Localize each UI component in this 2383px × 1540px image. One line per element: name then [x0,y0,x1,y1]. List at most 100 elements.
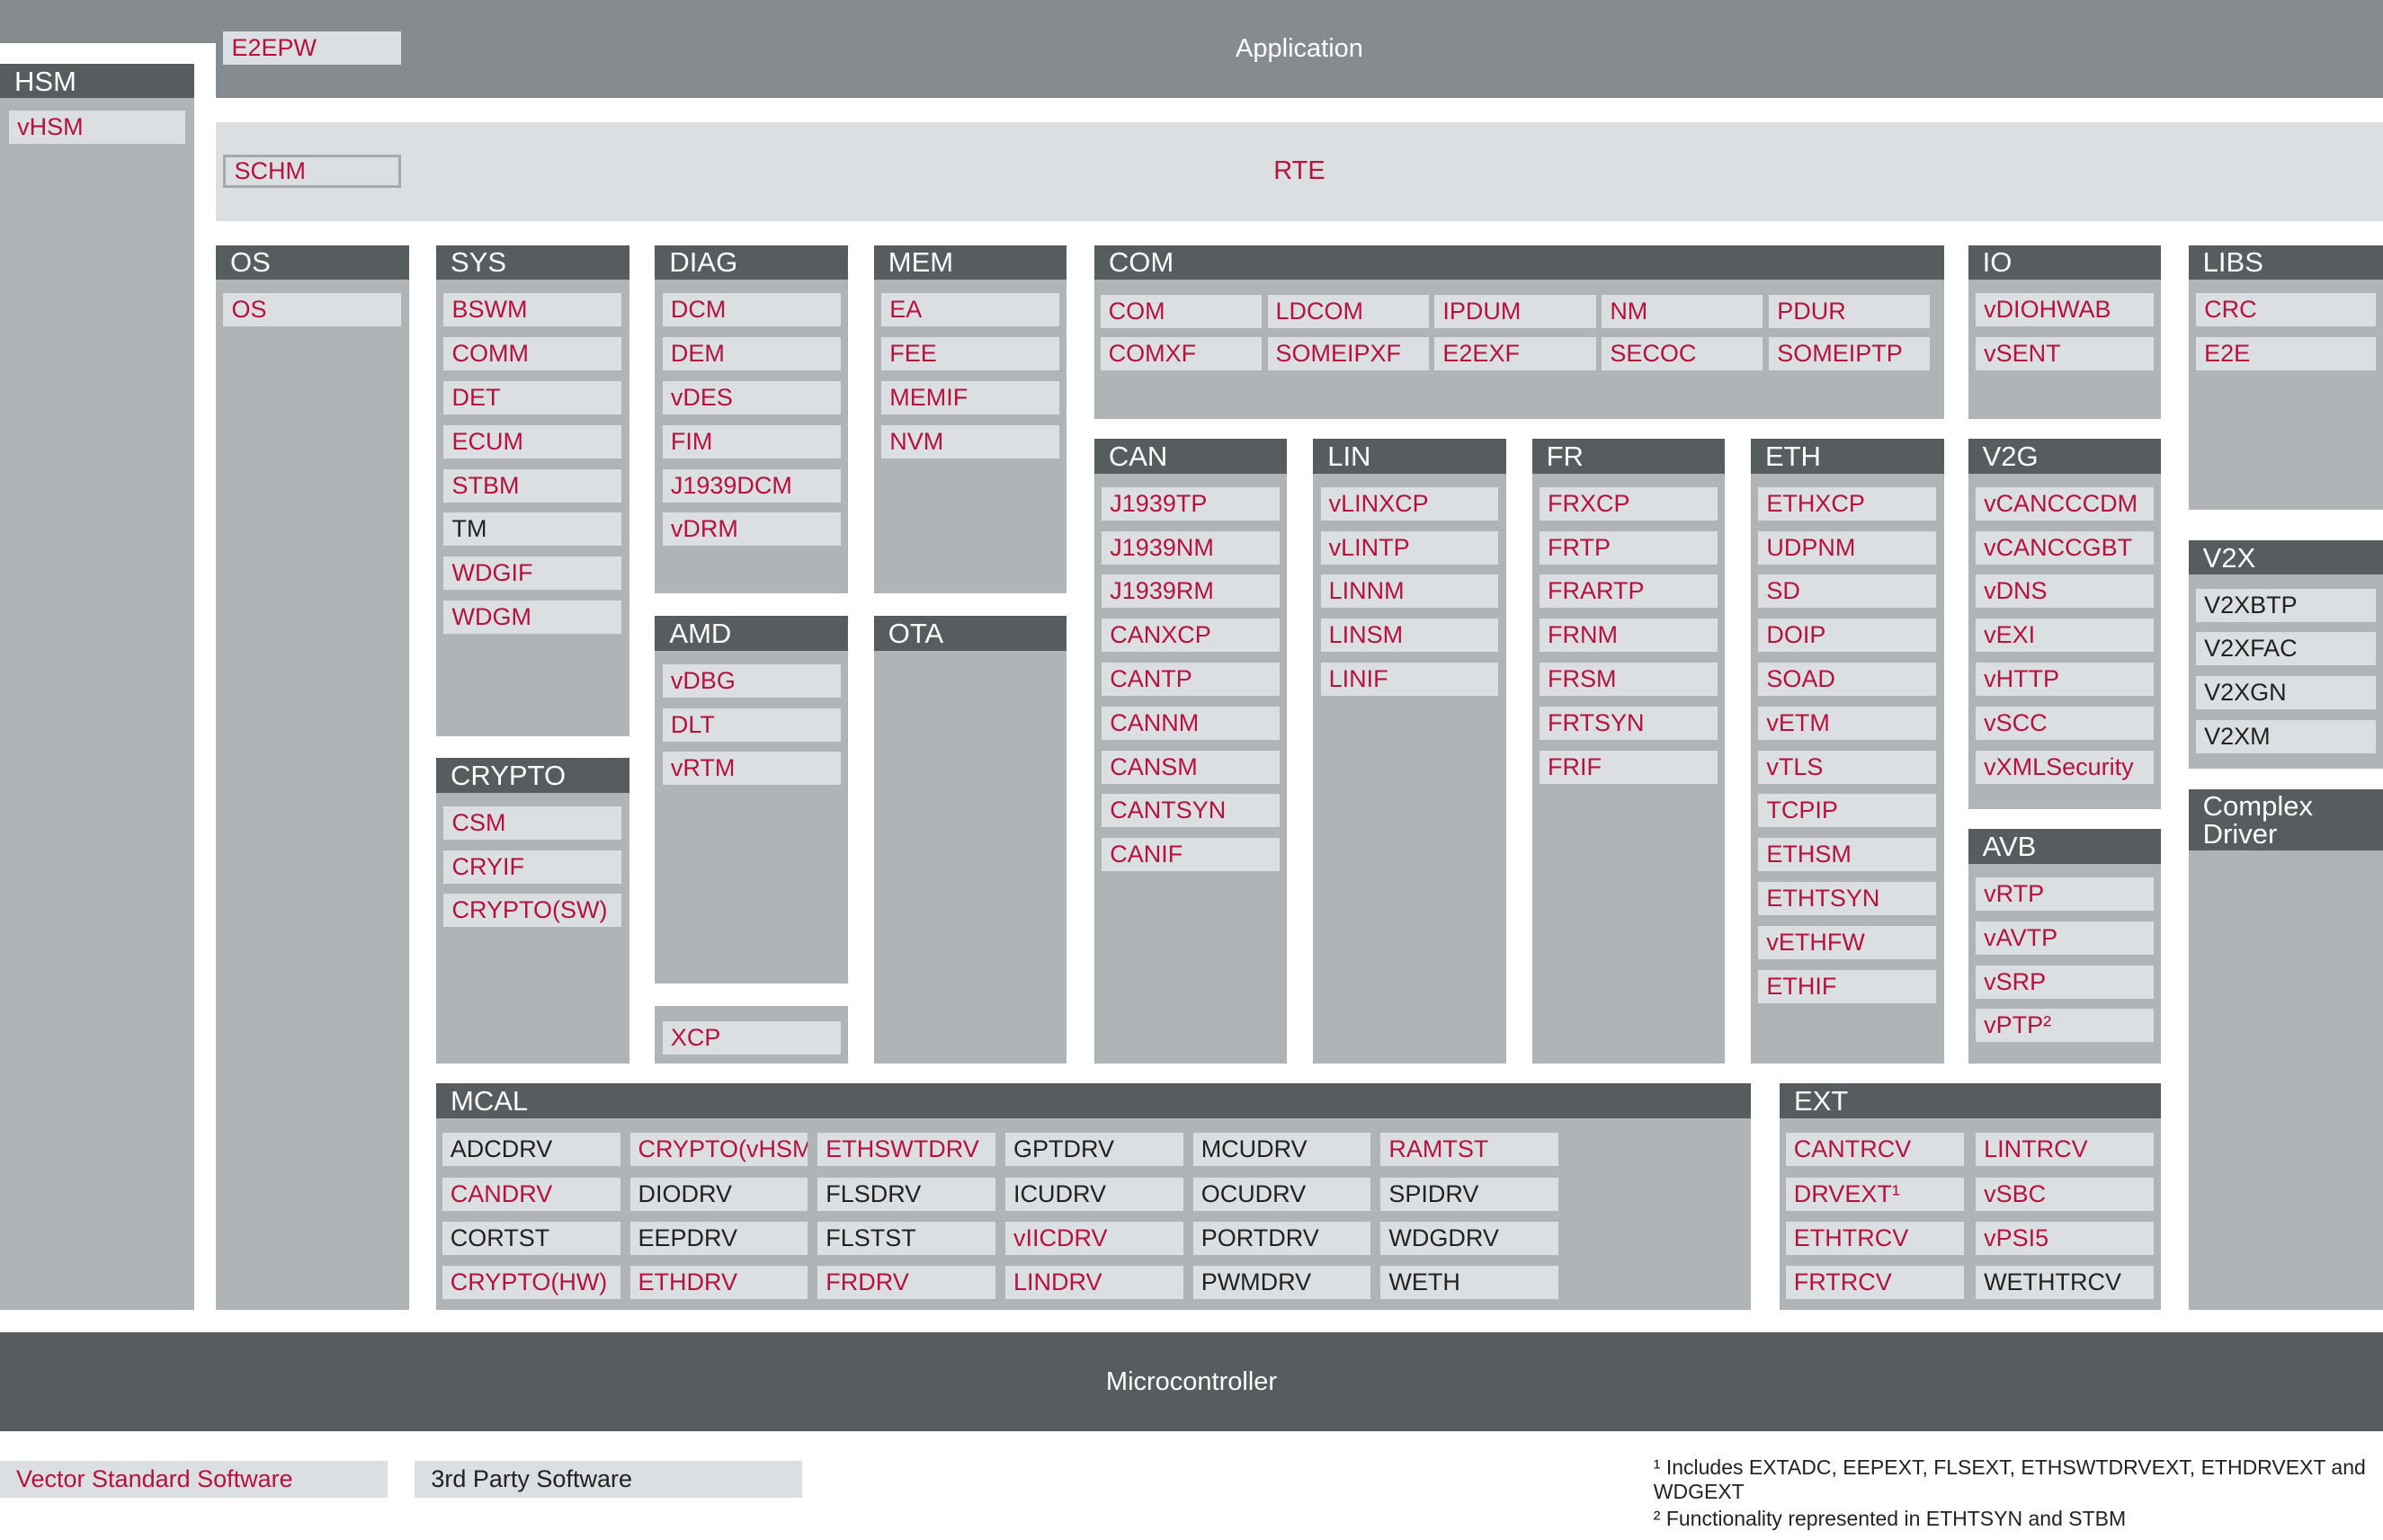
module: FRDRV [817,1266,995,1300]
module: SOMEIPTP [1769,337,1931,371]
module: vLINTP [1320,530,1499,565]
module: WETHTRCV [1976,1266,2154,1300]
module: COM [1100,295,1262,329]
block-header: EXT [1780,1082,2162,1118]
block-header: LIN [1313,438,1506,474]
module: WDGM [443,601,622,635]
module: STBM [443,468,622,503]
module: E2EXF [1434,337,1596,371]
module: WETH [1380,1266,1559,1300]
module: CORTST [442,1221,620,1255]
footnote: ² Functionality represented in ETHTSYN a… [1653,1506,2127,1530]
module: CRYPTO(vHSM) [629,1133,808,1167]
module: NM [1602,295,1763,329]
module: J1939DCM [662,468,841,503]
module: LINDRV [1004,1266,1183,1300]
module: SOMEIPXF [1267,337,1429,371]
module: CANSM [1102,750,1281,784]
module: DIODRV [629,1177,808,1211]
block-header: OS [215,245,409,280]
microcontroller-layer: Microcontroller [0,1332,2383,1431]
hsm-body [0,63,195,1311]
module: FRARTP [1540,574,1718,609]
module: J1939RM [1102,574,1281,609]
module: ETHXCP [1758,486,1937,521]
module: ETHDRV [629,1266,808,1300]
module: FEE [881,337,1059,371]
module: vSENT [1976,337,2154,371]
module: vIICDRV [1004,1221,1183,1255]
module: FLSDRV [817,1177,995,1211]
application-layer: Application [215,0,2383,99]
block-header: MEM [873,245,1067,280]
block-body [215,245,409,1311]
module: vTLS [1758,750,1937,784]
module: vCANCCCDM [1976,486,2154,521]
module: vRTP [1976,877,2154,911]
module: PORTDRV [1192,1221,1371,1255]
module: EEPDRV [629,1221,808,1255]
module: vETM [1758,706,1937,740]
module: V2XFAC [2196,632,2376,666]
module: J1939TP [1102,486,1281,521]
module: PWMDRV [1192,1266,1371,1300]
module: vDNS [1976,574,2154,609]
block-header: AVB [1968,829,2162,864]
module: vPTP² [1976,1009,2154,1043]
module: LINIF [1320,663,1499,697]
module: CANXCP [1102,619,1281,653]
module: CRC [2196,293,2376,327]
module: LINSM [1320,619,1499,653]
module: FLSTST [817,1221,995,1255]
module: CANIF [1102,838,1281,872]
block-header: MCAL [436,1082,1751,1118]
module: MCUDRV [1192,1133,1371,1167]
module: ETHTSYN [1758,882,1937,916]
block-header: COM [1093,245,1944,280]
block-header: FR [1531,438,1726,474]
module: vHSM [9,110,186,144]
module: CRYPTO(HW) [442,1266,620,1300]
block-body [2188,245,2383,511]
module: CSM [443,806,622,840]
module: CANDRV [442,1177,620,1211]
module: V2XGN [2196,676,2376,710]
rte-layer: RTE [215,122,2383,221]
module: COMXF [1100,337,1262,371]
module: CANNM [1102,706,1281,740]
module: DCM [662,293,841,327]
module: WDGIF [443,556,622,591]
block-header: SYS [436,245,629,280]
module: vDES [662,381,841,415]
module: FRIF [1540,750,1718,784]
module: vDRM [662,512,841,547]
module: TM [443,512,622,547]
module: IPDUM [1434,295,1596,329]
block-header: CAN [1093,438,1288,474]
module: SD [1758,574,1937,609]
module: ETHTRCV [1785,1221,1964,1255]
block-header: AMD [655,615,849,651]
module: vCANCCGBT [1976,530,2154,565]
module: ETHSM [1758,838,1937,872]
module: SOAD [1758,663,1937,697]
module: FRSM [1540,663,1718,697]
module: TCPIP [1758,794,1937,828]
module: vLINXCP [1320,486,1499,521]
module: CANTP [1102,663,1281,697]
module: DLT [662,708,841,742]
module: vXMLSecurity [1976,750,2154,784]
block-header: OTA [873,615,1067,651]
module: FRTSYN [1540,706,1718,740]
module: LINNM [1320,574,1499,609]
module: ETHIF [1758,969,1937,1003]
module: NVM [881,424,1059,458]
module: LINTRCV [1976,1133,2154,1167]
block-header: DIAG [655,245,849,280]
module: ADCDRV [442,1133,620,1167]
module: SPIDRV [1380,1177,1559,1211]
module: BSWM [443,293,622,327]
module: FRNM [1540,619,1718,653]
module: OS [223,293,402,327]
module: DEM [662,337,841,371]
